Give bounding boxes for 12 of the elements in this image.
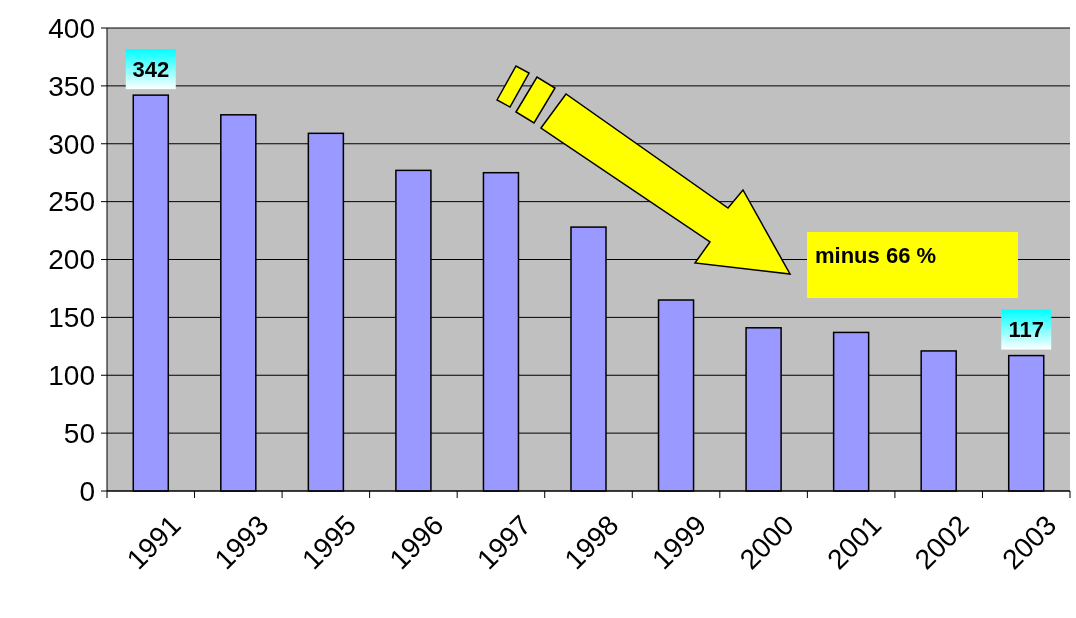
y-tick-label: 200 [48, 244, 95, 276]
data-label: 117 [1008, 317, 1044, 343]
y-tick-label: 250 [48, 186, 95, 218]
annotation: minus 66 % [815, 242, 937, 268]
y-tick-label: 0 [79, 475, 95, 507]
data-label: 342 [132, 56, 170, 82]
y-tick-label: 400 [48, 12, 95, 44]
y-tick-label: 350 [48, 70, 95, 102]
y-tick-label: 150 [48, 302, 95, 334]
y-tick-label: 300 [48, 128, 95, 160]
y-tick-label: 100 [48, 360, 95, 392]
y-tick-label: 50 [63, 417, 95, 449]
